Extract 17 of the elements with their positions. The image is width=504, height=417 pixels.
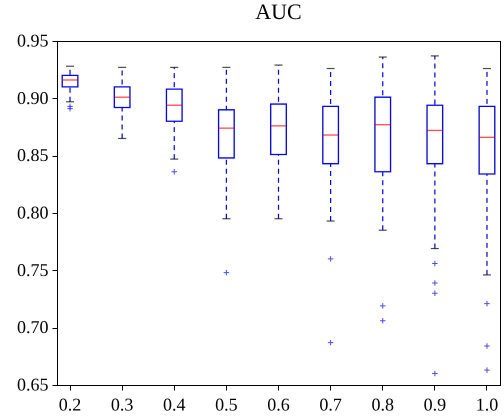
x-tick-label: 0.8 <box>371 394 394 414</box>
y-tick-label: 0.80 <box>17 202 48 222</box>
x-tick-label: 0.6 <box>267 394 290 414</box>
x-tick-label: 0.5 <box>215 394 238 414</box>
y-tick-label: 0.65 <box>17 374 48 394</box>
x-tick-label: 0.4 <box>163 394 186 414</box>
y-tick-label: 0.70 <box>17 317 48 338</box>
x-tick-label: 0.7 <box>319 394 342 414</box>
y-tick-label: 0.90 <box>17 88 48 108</box>
y-tick-label: 0.75 <box>17 260 48 280</box>
x-tick-label: 0.2 <box>58 394 82 414</box>
chart-title: AUC <box>255 0 302 24</box>
x-tick-label: 1.0 <box>476 394 498 414</box>
x-tick-label: 0.3 <box>110 394 134 414</box>
x-tick-label: 0.9 <box>424 394 446 414</box>
y-tick-label: 0.95 <box>17 30 48 50</box>
y-tick-label: 0.85 <box>17 145 48 166</box>
